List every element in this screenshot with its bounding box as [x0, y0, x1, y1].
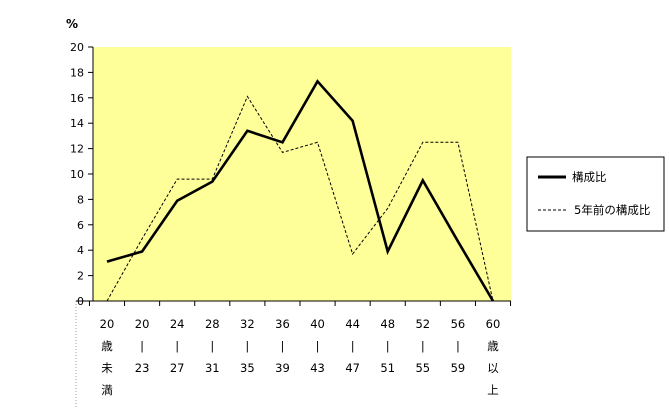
y-tick-label: 12: [70, 143, 84, 156]
y-tick-label: 16: [70, 92, 84, 105]
x-tick-label-line: 55: [415, 361, 430, 375]
y-tick-label: 4: [77, 244, 84, 257]
series-layer: [106, 79, 495, 302]
x-tick-label: 60 歳以上: [486, 317, 501, 397]
x-tick-label-line: 上: [487, 383, 499, 397]
x-tick-label: 56 | 59: [451, 317, 466, 375]
x-tick-label-line: 歳: [487, 339, 499, 353]
x-tick-label-line: 28: [205, 317, 220, 331]
x-tick-label-line: |: [175, 339, 179, 353]
y-tick-label: 18: [70, 66, 84, 79]
x-tick-label-line: |: [421, 339, 425, 353]
x-tick-label: 52 | 55: [415, 317, 430, 375]
x-tick-label-line: |: [140, 339, 144, 353]
x-tick-label: 44 | 47: [345, 317, 360, 375]
x-tick-label-line: 27: [170, 361, 185, 375]
x-tick-label-line: 以: [487, 361, 499, 375]
y-axis: 02468101214161820: [70, 41, 94, 308]
x-tick-label-line: |: [210, 339, 214, 353]
x-tick-label-line: 39: [275, 361, 290, 375]
y-tick-label: 10: [70, 168, 84, 181]
x-tick-label: 24 | 27: [170, 317, 185, 375]
legend: 構成比 5年前の構成比: [526, 156, 665, 232]
plot-area: [93, 47, 511, 301]
x-tick-label-line: 48: [380, 317, 395, 331]
x-tick-label-line: |: [316, 339, 320, 353]
x-tick-label-line: 40: [310, 317, 325, 331]
y-tick-label: 8: [77, 193, 84, 206]
y-tick-label: 6: [77, 219, 84, 232]
x-tick-label: 48 | 51: [380, 317, 395, 375]
series-line-0: [106, 79, 495, 302]
legend-label-1: 5年前の構成比: [574, 203, 650, 217]
x-tick-label-line: 20: [100, 317, 115, 331]
x-tick-label-line: 歳: [101, 339, 113, 353]
x-tick-label-line: |: [456, 339, 460, 353]
x-tick-label-line: 20: [135, 317, 150, 331]
x-tick-label-line: 35: [240, 361, 255, 375]
x-tick-label-line: |: [245, 339, 249, 353]
x-tick-label: 28 | 31: [205, 317, 220, 375]
x-tick-label-line: 59: [451, 361, 466, 375]
x-tick-label-line: 51: [380, 361, 395, 375]
x-tick-label-line: 52: [415, 317, 430, 331]
x-tick-label: 20 | 23: [135, 317, 150, 375]
legend-box: [526, 156, 665, 232]
x-tick-label-line: 44: [345, 317, 360, 331]
x-tick-label-line: 36: [275, 317, 290, 331]
x-tick-label-line: 43: [310, 361, 325, 375]
x-tick-label-line: |: [351, 339, 355, 353]
x-tick-label-line: 満: [101, 383, 113, 397]
y-axis-unit: %: [66, 17, 78, 31]
x-tick-label-line: 32: [240, 317, 255, 331]
x-tick-label: 20 歳未満: [100, 317, 115, 397]
x-tick-label-line: 56: [451, 317, 466, 331]
y-tick-label: 20: [70, 41, 84, 54]
x-tick-label-line: 31: [205, 361, 220, 375]
x-tick-label-line: |: [281, 339, 285, 353]
x-tick-label-line: 未: [101, 361, 113, 375]
y-tick-label: 2: [77, 270, 84, 283]
x-tick-label-line: 60: [486, 317, 501, 331]
x-tick-label: 36 | 39: [275, 317, 290, 375]
x-tick-label: 40 | 43: [310, 317, 325, 375]
x-tick-label-line: 24: [170, 317, 185, 331]
x-tick-label-line: 23: [135, 361, 150, 375]
x-tick-label-line: 47: [345, 361, 360, 375]
x-tick-label-line: |: [386, 339, 390, 353]
y-tick-label: 14: [70, 117, 84, 130]
x-tick-label: 32 | 35: [240, 317, 255, 375]
legend-label-0: 構成比: [572, 170, 607, 184]
